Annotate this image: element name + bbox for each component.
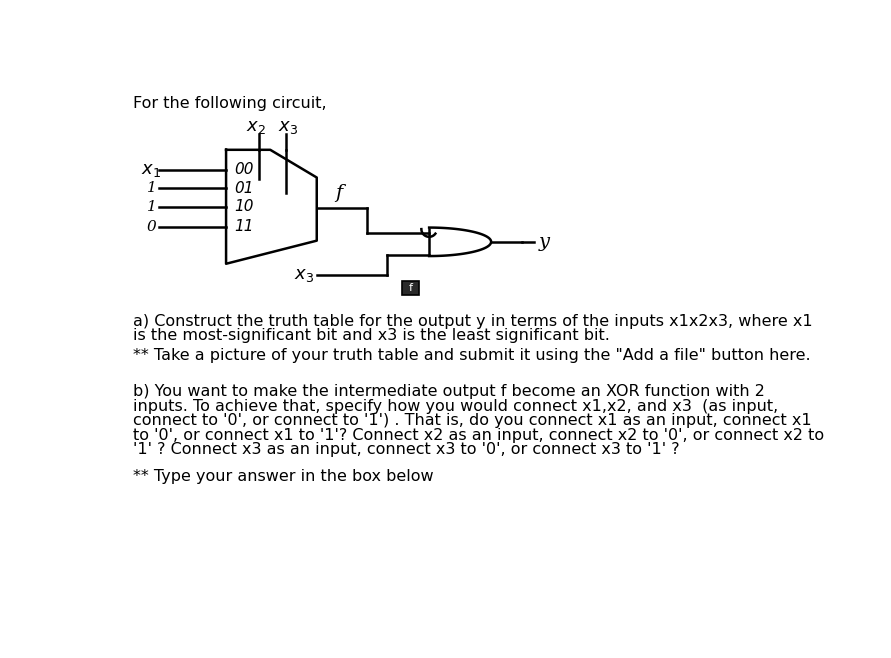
Text: $x_2$: $x_2$ bbox=[247, 118, 266, 136]
Text: ** Take a picture of your truth table and submit it using the "Add a file" butto: ** Take a picture of your truth table an… bbox=[133, 349, 811, 363]
Text: For the following circuit,: For the following circuit, bbox=[133, 96, 327, 111]
Text: '1' ? Connect x3 as an input, connect x3 to '0', or connect x3 to '1' ?: '1' ? Connect x3 as an input, connect x3… bbox=[133, 442, 680, 457]
Text: to '0', or connect x1 to '1'? Connect x2 as an input, connect x2 to '0', or conn: to '0', or connect x1 to '1'? Connect x2… bbox=[133, 428, 824, 443]
Text: $x_3$: $x_3$ bbox=[278, 118, 298, 136]
Text: connect to '0', or connect to '1') . That is, do you connect x1 as an input, con: connect to '0', or connect to '1') . Tha… bbox=[133, 413, 812, 428]
Text: b) You want to make the intermediate output f become an XOR function with 2: b) You want to make the intermediate out… bbox=[133, 384, 765, 399]
Text: f: f bbox=[336, 184, 343, 202]
Text: $x_1$: $x_1$ bbox=[141, 161, 160, 179]
Text: ** Type your answer in the box below: ** Type your answer in the box below bbox=[133, 469, 434, 484]
Text: y: y bbox=[539, 233, 550, 251]
Text: $x_3$: $x_3$ bbox=[293, 266, 314, 284]
Text: 00: 00 bbox=[233, 163, 253, 177]
Text: is the most-significant bit and x3 is the least significant bit.: is the most-significant bit and x3 is th… bbox=[133, 328, 610, 343]
Bar bbox=[402, 281, 419, 295]
Text: 1: 1 bbox=[147, 200, 157, 214]
Text: 1: 1 bbox=[147, 182, 157, 195]
Text: f: f bbox=[409, 283, 413, 293]
Text: 10: 10 bbox=[233, 199, 253, 215]
Text: 11: 11 bbox=[233, 219, 253, 234]
Text: inputs. To achieve that, specify how you would connect x1,x2, and x3  (as input,: inputs. To achieve that, specify how you… bbox=[133, 399, 779, 413]
Text: a) Construct the truth table for the output y in terms of the inputs x1x2x3, whe: a) Construct the truth table for the out… bbox=[133, 314, 813, 329]
Text: 01: 01 bbox=[233, 181, 253, 196]
Text: 0: 0 bbox=[147, 220, 157, 234]
